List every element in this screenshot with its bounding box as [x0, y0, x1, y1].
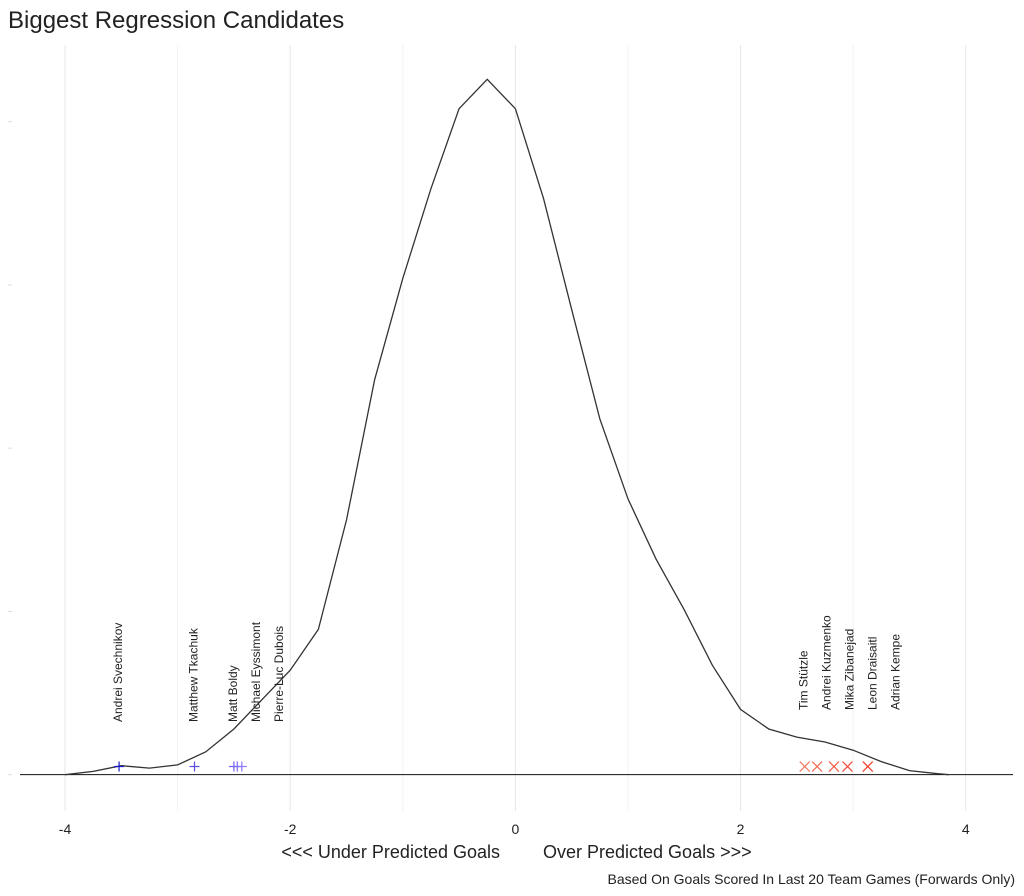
point-marker — [114, 761, 125, 772]
point-marker — [189, 761, 200, 772]
point-label: Leon Draisaitl — [866, 637, 880, 710]
point-label: Pierre-Luc Dubois — [272, 626, 286, 722]
point-marker — [842, 761, 853, 772]
point-label: Michael Eyssimont — [249, 621, 263, 722]
point-marker — [828, 761, 840, 772]
caption: Based On Goals Scored In Last 20 Team Ga… — [608, 871, 1015, 887]
point-label: Andrei Kuzmenko — [820, 615, 834, 710]
x-tick-label: 2 — [737, 821, 745, 837]
point-marker — [799, 761, 811, 772]
x-tick-label: -2 — [284, 821, 297, 837]
x-tick-label: 4 — [962, 821, 970, 837]
point-marker — [811, 761, 823, 772]
point-label: Matthew Tkachuk — [187, 627, 201, 722]
point-label: Matt Boldy — [226, 665, 240, 722]
x-tick-label: 0 — [511, 821, 519, 837]
x-tick-label: -4 — [59, 821, 72, 837]
x-axis-label-left: <<< Under Predicted Goals — [281, 842, 500, 862]
point-label: Adrian Kempe — [889, 634, 903, 710]
point-label: Mika Zibanejad — [843, 629, 857, 710]
x-axis-label-right: Over Predicted Goals >>> — [543, 842, 752, 862]
chart-title: Biggest Regression Candidates — [8, 7, 344, 34]
point-marker — [862, 761, 874, 772]
point-label: Tim Stützle — [797, 650, 811, 710]
point-label: Andrei Svechnikov — [111, 623, 125, 722]
point-marker — [236, 761, 247, 772]
density-curve — [64, 78, 949, 776]
